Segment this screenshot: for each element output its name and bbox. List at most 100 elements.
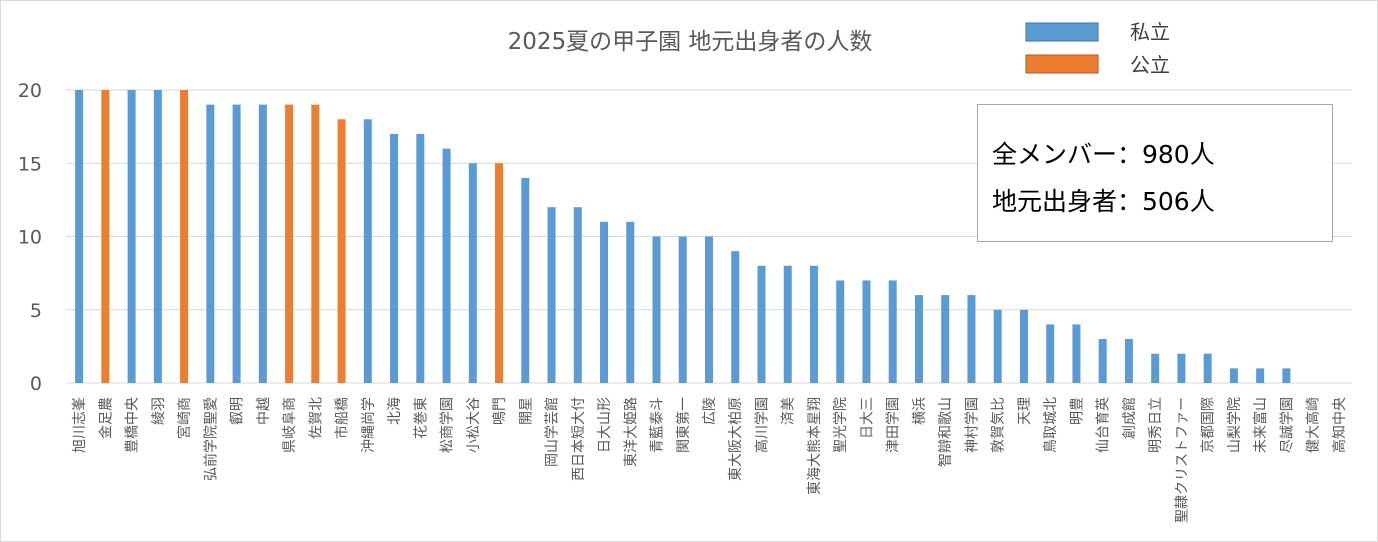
- bar-5: [180, 90, 189, 383]
- bar-4: [153, 90, 162, 383]
- bar-23: [652, 236, 661, 383]
- x-tick-label: 明秀日立: [1148, 397, 1164, 453]
- bar-36: [993, 309, 1002, 383]
- bar-18: [521, 177, 530, 383]
- bar-43: [1177, 353, 1186, 383]
- x-axis-ticks: 旭川志峯 金足農 豊橋中央 綾羽 宮崎商 弘前学院聖愛 叡明 中越 県岐阜商 佐賀北 市船橋 沖縄尚学…: [72, 397, 1348, 523]
- bar-47: [1282, 368, 1291, 383]
- y-tick-label: 5: [30, 300, 42, 322]
- x-tick-label: 聖光学院: [833, 397, 849, 453]
- x-tick-label: 山梨学院: [1227, 397, 1243, 453]
- x-tick-label: 高知中央: [1331, 397, 1348, 453]
- x-tick-label: 広陵: [702, 397, 718, 425]
- legend-swatch-private: [1025, 22, 1099, 42]
- bar-42: [1151, 353, 1160, 383]
- summary-annotation-box: 全メンバー：980人 地元出身者：506人: [977, 104, 1333, 242]
- bar-16: [468, 163, 477, 383]
- bar-41: [1124, 339, 1133, 383]
- x-tick-label: 東海大熊本星翔: [807, 397, 823, 495]
- bar-37: [1019, 309, 1028, 383]
- x-tick-label: 小松大谷: [466, 397, 482, 453]
- x-tick-label: 高川学園: [753, 397, 770, 453]
- bar-28: [783, 265, 792, 383]
- x-tick-label: 佐賀北: [308, 397, 324, 439]
- bar-26: [731, 251, 740, 383]
- members-total-text: 全メンバー：980人: [992, 140, 1215, 169]
- x-tick-label: 鳥取城北: [1043, 397, 1059, 453]
- bars: [75, 90, 1291, 384]
- x-tick-label: 北海: [387, 397, 403, 425]
- x-tick-label: 県岐阜商: [281, 397, 298, 453]
- bar-38: [1046, 324, 1055, 383]
- x-tick-label: 叡明: [229, 397, 246, 425]
- bar-10: [311, 104, 320, 384]
- x-tick-label: 神村学園: [964, 397, 980, 453]
- bar-3: [127, 90, 136, 383]
- x-tick-label: 未来富山: [1252, 397, 1269, 453]
- bar-29: [809, 265, 818, 383]
- x-tick-label: 津田学園: [886, 397, 902, 453]
- x-tick-label: 尽誠学園: [1279, 397, 1295, 453]
- bar-13: [390, 133, 399, 383]
- bar-7: [232, 104, 241, 384]
- bar-21: [600, 221, 609, 383]
- x-tick-label: 開星: [518, 397, 534, 425]
- x-tick-label: 関東第一: [675, 397, 692, 453]
- bar-8: [258, 104, 267, 384]
- bar-39: [1072, 324, 1081, 383]
- bar-15: [442, 148, 451, 383]
- x-tick-label: 綾羽: [151, 397, 167, 425]
- y-axis-ticks: 0 5 10 15 20: [18, 80, 42, 395]
- x-tick-label: 市船橋: [334, 397, 351, 439]
- legend-swatch-public: [1025, 54, 1099, 74]
- x-tick-label: 鳴門: [492, 397, 508, 425]
- x-tick-label: 青藍泰斗: [650, 397, 666, 453]
- bar-32: [888, 280, 897, 383]
- bar-44: [1203, 353, 1212, 383]
- bar-12: [363, 119, 372, 384]
- x-tick-label: 花巻東: [413, 397, 429, 439]
- x-tick-label: 明豊: [1069, 397, 1085, 425]
- bar-27: [757, 265, 766, 383]
- bar-22: [626, 221, 635, 383]
- bar-34: [941, 295, 950, 383]
- x-tick-label: 智辯和歌山: [938, 397, 954, 467]
- bar-20: [573, 207, 582, 383]
- bar-24: [678, 236, 687, 383]
- x-tick-label: 天理: [1017, 397, 1033, 425]
- legend: 私立 公立: [1025, 20, 1170, 77]
- legend-label-private: 私立: [1130, 20, 1170, 44]
- bar-17: [495, 163, 504, 383]
- x-tick-label: 横浜: [912, 397, 928, 425]
- x-tick-label: 旭川志峯: [72, 397, 88, 453]
- x-tick-label: 弘前学院聖愛: [202, 397, 219, 481]
- x-tick-label: 創成館: [1121, 397, 1138, 439]
- bar-46: [1256, 368, 1265, 383]
- bar-30: [836, 280, 845, 383]
- bar-19: [547, 207, 556, 383]
- x-tick-label: 済美: [781, 397, 797, 425]
- bar-11: [337, 119, 346, 384]
- chart-title: 2025夏の甲子園 地元出身者の人数: [508, 29, 873, 55]
- x-tick-label: 健大高崎: [1305, 397, 1322, 453]
- legend-label-public: 公立: [1130, 53, 1170, 77]
- bar-25: [705, 236, 713, 383]
- x-tick-label: 敦賀気比: [991, 397, 1007, 453]
- x-tick-label: 日大山形: [597, 397, 613, 453]
- bar-35: [967, 295, 976, 383]
- local-total-text: 地元出身者：506人: [992, 187, 1215, 216]
- bar-2: [101, 90, 110, 383]
- bar-9: [285, 104, 294, 384]
- x-tick-label: 西日本短大付: [571, 397, 587, 481]
- y-tick-label: 10: [18, 227, 42, 249]
- x-tick-label: 東大阪大柏原: [728, 397, 744, 481]
- bar-1: [75, 90, 84, 383]
- y-tick-label: 0: [30, 373, 42, 395]
- x-tick-label: 京都国際: [1201, 397, 1217, 453]
- x-tick-label: 聖隷クリストファー: [1174, 397, 1190, 523]
- x-tick-label: 岡山学芸館: [544, 397, 561, 467]
- x-tick-label: 中越: [256, 397, 272, 425]
- x-tick-label: 宮崎商: [177, 397, 193, 439]
- x-tick-label: 日大三: [859, 397, 875, 439]
